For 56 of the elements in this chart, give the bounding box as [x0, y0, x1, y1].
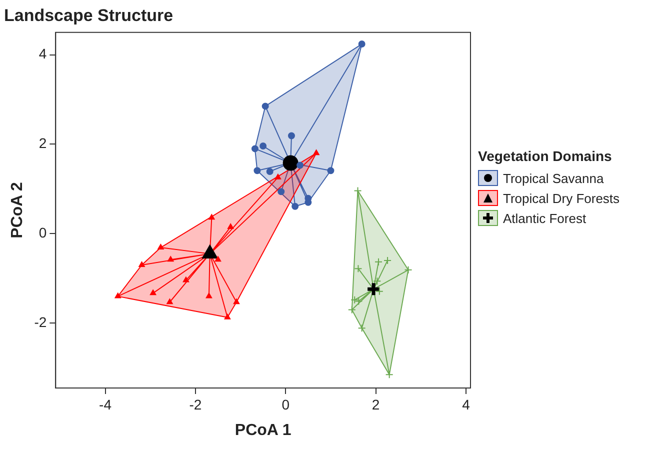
- point: [260, 142, 267, 150]
- point: [366, 281, 382, 297]
- point: [278, 188, 285, 196]
- legend-label: Tropical Dry Forests: [503, 190, 620, 206]
- legend-label: Tropical Savanna: [503, 170, 604, 186]
- point: [404, 266, 412, 274]
- point: [327, 167, 334, 174]
- point: [228, 223, 234, 229]
- point: [374, 258, 383, 266]
- point: [251, 145, 258, 152]
- point: [354, 264, 362, 273]
- point: [224, 314, 231, 320]
- y-tick-label: 0: [38, 224, 47, 241]
- x-axis-title: PCoA 1: [234, 422, 292, 439]
- point: [206, 292, 212, 298]
- chart-title: Landscape Structure: [4, 6, 174, 25]
- point: [254, 167, 261, 174]
- x-tick-label: -4: [99, 396, 112, 412]
- point: [168, 256, 174, 262]
- x-tick-label: 2: [372, 396, 380, 412]
- legend-label: Atlantic Forest: [503, 210, 586, 226]
- point: [350, 296, 359, 304]
- point: [150, 290, 156, 296]
- point: [296, 162, 304, 169]
- point: [274, 174, 282, 180]
- y-tick-label: 4: [38, 46, 47, 62]
- point: [373, 277, 382, 286]
- point: [288, 132, 295, 140]
- point: [282, 155, 298, 171]
- point: [358, 324, 366, 332]
- point: [266, 168, 274, 176]
- point: [292, 202, 299, 210]
- point: [385, 370, 394, 379]
- point: [208, 214, 215, 220]
- point: [358, 40, 366, 48]
- y-tick-label: -2: [34, 314, 47, 330]
- point: [384, 256, 392, 265]
- point: [233, 298, 240, 304]
- point: [214, 256, 222, 262]
- point: [375, 287, 384, 296]
- y-tick-label: 2: [38, 135, 47, 152]
- x-tick-label: 4: [462, 396, 470, 412]
- point: [158, 244, 164, 250]
- point: [114, 292, 121, 298]
- point: [354, 297, 363, 306]
- point: [262, 102, 269, 110]
- point: [313, 150, 320, 156]
- point: [354, 186, 362, 195]
- point: [166, 298, 173, 304]
- point: [348, 306, 356, 314]
- point: [182, 276, 190, 282]
- x-tick-label: 0: [282, 396, 290, 412]
- x-tick-label: -2: [189, 396, 202, 412]
- legend-title: Vegetation Domains: [478, 148, 613, 164]
- y-axis-title: PCoA 2: [9, 182, 26, 238]
- point: [138, 261, 145, 267]
